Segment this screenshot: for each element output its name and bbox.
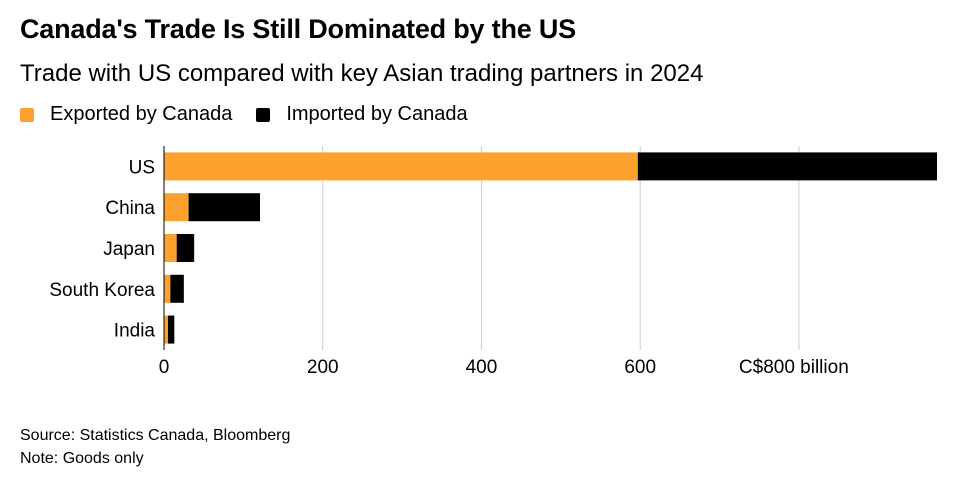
x-tick-label-400: 400 <box>466 357 498 378</box>
x-tick-label-0: 0 <box>159 357 170 378</box>
legend-label-exported: Exported by Canada <box>50 103 233 125</box>
bar-south-korea-imported <box>170 274 184 303</box>
legend-swatch-imported <box>256 107 271 122</box>
bar-india-exported <box>164 315 168 344</box>
legend: Exported by Canada Imported by Canada <box>20 103 492 126</box>
category-label-south-korea: South Korea <box>49 280 155 301</box>
legend-item-imported: Imported by Canada <box>256 103 468 126</box>
bar-us-imported <box>637 152 937 181</box>
legend-swatch-exported <box>20 107 34 122</box>
bar-japan-exported <box>164 234 177 262</box>
goods-note: Note: Goods only <box>20 450 144 467</box>
x-tick-label-600: 600 <box>624 357 656 378</box>
bar-us-exported <box>164 152 638 181</box>
chart-subtitle: Trade with US compared with key Asian tr… <box>20 60 704 87</box>
bar-south-korea-exported <box>164 274 171 303</box>
category-label-india: India <box>114 321 156 342</box>
bar-china-exported <box>164 193 189 222</box>
legend-label-imported: Imported by Canada <box>286 103 468 125</box>
bar-india-imported <box>167 315 175 344</box>
category-label-us: US <box>129 157 155 178</box>
category-label-china: China <box>105 198 155 219</box>
bar-japan-imported <box>176 234 195 262</box>
footer: Source: Statistics Canada, Bloomberg Not… <box>20 424 290 470</box>
x-tick-label-800: C$800 billion <box>739 357 849 378</box>
category-label-japan: Japan <box>103 239 155 260</box>
bar-china-imported <box>188 193 261 222</box>
source-note: Source: Statistics Canada, Bloomberg <box>20 427 291 444</box>
legend-item-exported: Exported by Canada <box>20 103 232 126</box>
chart-title: Canada's Trade Is Still Dominated by the… <box>20 14 576 44</box>
x-tick-label-200: 200 <box>307 357 339 378</box>
